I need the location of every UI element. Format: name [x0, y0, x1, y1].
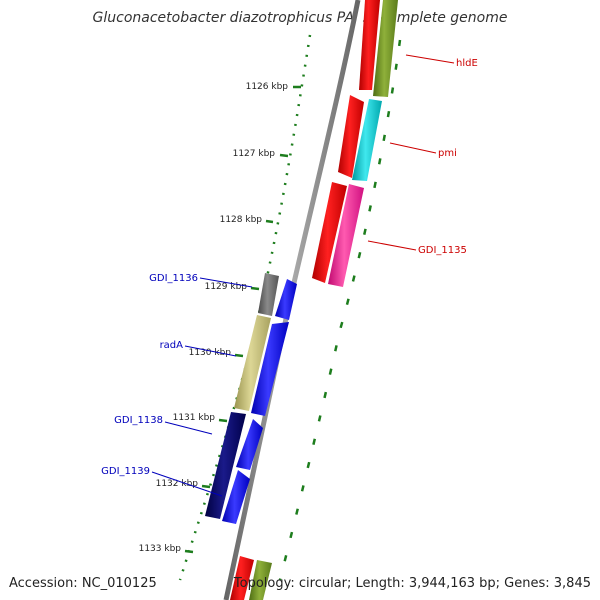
- tick-label-1133: 1133 kbp: [139, 544, 182, 554]
- right-gene-labels: hldE pmi GDI_1135: [367, 54, 478, 256]
- leader-gdi-1138: [164, 421, 213, 435]
- label-gdi-1139[interactable]: GDI_1139: [101, 466, 150, 477]
- tick-label-1131: 1131 kbp: [173, 413, 216, 423]
- tick-label-1130: 1130 kbp: [189, 348, 232, 358]
- blue-gene-1[interactable]: [275, 279, 297, 320]
- label-hlde[interactable]: hldE: [456, 58, 478, 69]
- tick-label-1132: 1132 kbp: [156, 479, 199, 489]
- major-ticks: [184, 85, 301, 554]
- label-gdi-1135[interactable]: GDI_1135: [418, 245, 467, 256]
- topology-text: Topology: circular; Length: 3,944,163 bp…: [233, 576, 591, 591]
- blue-gene-2[interactable]: [251, 322, 289, 416]
- leader-hlde: [405, 54, 455, 64]
- gene-pmi[interactable]: [352, 99, 382, 181]
- label-rada[interactable]: radA: [160, 340, 184, 351]
- red-gene-bottom[interactable]: [230, 556, 254, 600]
- tick-label-1129: 1129 kbp: [205, 282, 248, 292]
- label-pmi[interactable]: pmi: [438, 148, 457, 159]
- leader-pmi: [389, 142, 437, 154]
- gene-gdi-1138[interactable]: [205, 412, 246, 519]
- blue-gene-3[interactable]: [236, 419, 263, 470]
- scale-ring-right: [278, 39, 402, 581]
- gene-rada[interactable]: [234, 315, 271, 411]
- tick-label-1127: 1127 kbp: [233, 149, 276, 159]
- left-gene-track: [205, 273, 279, 519]
- accession-text: Accession: NC_010125: [9, 576, 157, 591]
- scale-ring: [178, 34, 312, 581]
- tick-labels: 1126 kbp 1127 kbp 1128 kbp 1129 kbp 1130…: [139, 82, 289, 554]
- gene-gdi-1136[interactable]: [258, 273, 279, 316]
- red-track: [230, 0, 380, 600]
- gene-gdi-1135[interactable]: [328, 184, 364, 287]
- label-gdi-1138[interactable]: GDI_1138: [114, 415, 163, 426]
- leader-rada: [184, 345, 237, 357]
- tick-label-1126: 1126 kbp: [246, 82, 289, 92]
- label-gdi-1136[interactable]: GDI_1136: [149, 273, 198, 284]
- gene-hlde[interactable]: [373, 0, 398, 97]
- leader-gdi-1139: [151, 471, 223, 497]
- olive-gene-bottom[interactable]: [249, 560, 272, 600]
- leader-gdi-1136: [199, 277, 253, 288]
- blue-track: [222, 279, 297, 524]
- red-gene-top[interactable]: [359, 0, 380, 90]
- red-gene-lower[interactable]: [312, 182, 347, 283]
- red-gene-middle[interactable]: [338, 95, 364, 178]
- leader-gdi-1135: [367, 240, 417, 251]
- map-title: Gluconacetobacter diazotrophicus PAI 5, …: [92, 10, 508, 26]
- left-gene-labels: GDI_1136 radA GDI_1138 GDI_1139: [101, 273, 253, 497]
- tick-label-1128: 1128 kbp: [220, 215, 263, 225]
- right-gene-track: [249, 0, 398, 600]
- gene-gdi-1139[interactable]: [222, 470, 250, 524]
